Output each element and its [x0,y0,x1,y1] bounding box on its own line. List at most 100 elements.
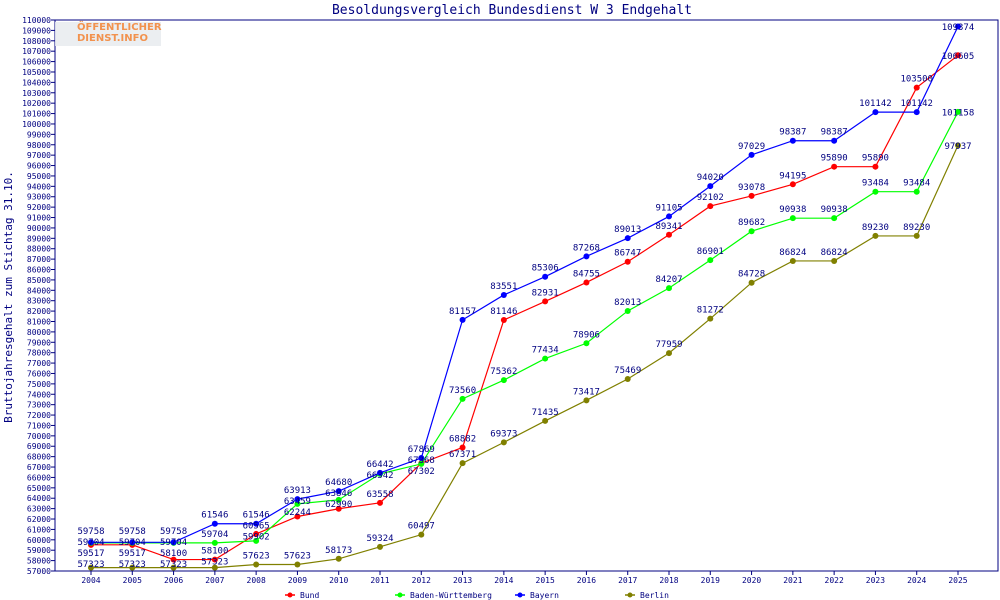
y-tick-label: 64000 [27,494,51,503]
data-label-berlin: 69373 [490,429,517,439]
data-label-baden-w-rttemberg: 73560 [449,386,476,396]
data-point-bund [583,279,590,286]
data-label-bayern: 98387 [779,128,806,138]
x-tick-label: 2007 [205,576,224,585]
data-point-berlin [253,561,260,568]
y-tick-label: 60000 [27,536,51,545]
series-line-bund [91,54,959,561]
data-label-bund: 82931 [532,288,559,298]
y-tick-label: 73000 [27,401,51,410]
data-point-bayern [294,496,301,503]
data-label-bayern: 59758 [77,527,104,537]
data-point-baden-w-rttemberg [542,355,549,362]
legend-label-baden-w-rttemberg: Baden-Württemberg [410,591,492,600]
data-label-bayern: 83551 [490,282,517,292]
y-tick-label: 72000 [27,411,51,420]
data-point-baden-w-rttemberg [459,395,466,402]
legend-label-berlin: Berlin [640,591,669,600]
y-tick-label: 82000 [27,307,51,316]
y-tick-label: 106000 [22,58,51,67]
x-tick-label: 2017 [618,576,637,585]
data-label-baden-w-rttemberg: 67302 [408,467,435,477]
data-point-bund [748,192,755,199]
data-point-baden-w-rttemberg [211,539,218,546]
data-label-bund: 103500 [900,75,933,85]
data-point-baden-w-rttemberg [624,307,631,314]
data-label-baden-w-rttemberg: 101158 [942,108,975,118]
data-point-berlin [831,257,838,264]
legend-marker-berlin [627,592,633,598]
data-point-berlin [872,232,879,239]
chart-title: Besoldungsvergleich Bundesdienst W 3 End… [332,3,692,18]
y-tick-label: 99000 [27,130,51,139]
x-tick-label: 2022 [825,576,844,585]
data-label-berlin: 71435 [532,408,559,418]
data-point-bayern [88,539,94,546]
data-label-bayern: 63913 [284,486,311,496]
y-tick-label: 104000 [22,78,51,87]
series-line-berlin [91,145,959,569]
data-point-bund [170,556,177,563]
series-line-bayern [91,26,959,543]
data-label-berlin: 84728 [738,270,765,280]
y-tick-label: 71000 [27,421,51,430]
y-tick-label: 69000 [27,442,51,451]
data-label-bund: 92102 [697,193,724,203]
data-label-berlin: 77959 [655,340,682,350]
data-label-berlin: 89230 [903,223,930,233]
y-tick-label: 103000 [22,89,51,98]
data-label-bund: 67368 [408,456,435,466]
data-label-bayern: 61546 [243,511,270,521]
plot-frame [54,19,999,572]
y-tick-label: 88000 [27,245,51,254]
x-tick-label: 2020 [742,576,761,585]
data-point-bayern [418,455,425,462]
data-label-berlin: 57323 [77,560,104,570]
data-label-bayern: 64680 [325,478,352,488]
data-point-bayern [377,469,383,476]
data-point-berlin [789,257,796,264]
logo: ÖFFENTLICHER DIENST.INFO [55,22,162,46]
data-point-bayern [583,253,590,260]
data-point-bayern [211,520,218,527]
data-label-bund: 86747 [614,249,641,259]
data-label-bund: 60565 [243,522,270,532]
x-tick-label: 2004 [81,576,100,585]
data-label-bund: 68882 [449,434,476,444]
data-label-baden-w-rttemberg: 90938 [821,205,848,215]
y-tick-label: 110000 [22,16,51,25]
data-label-baden-w-rttemberg: 93484 [862,179,889,189]
x-tick-label: 2024 [907,576,926,585]
data-point-berlin [459,460,466,467]
y-tick-label: 76000 [27,369,51,378]
data-label-baden-w-rttemberg: 78906 [573,330,600,340]
data-point-baden-w-rttemberg [500,377,507,384]
data-label-berlin: 57623 [284,552,311,562]
data-point-bayern [872,109,879,116]
x-tick-label: 2010 [329,576,348,585]
data-point-bund [707,203,714,210]
data-point-berlin [170,564,177,571]
data-point-baden-w-rttemberg [335,496,342,503]
data-label-bund: 95890 [862,154,889,164]
data-label-berlin: 57323 [160,560,187,570]
data-label-baden-w-rttemberg: 63459 [284,497,311,507]
x-tick-label: 2006 [164,576,183,585]
y-tick-label: 105000 [22,68,51,77]
data-point-bayern [666,213,672,220]
data-label-bund: 94195 [779,171,806,181]
data-label-berlin: 60497 [408,522,435,532]
data-label-bund: 59517 [119,549,146,559]
data-point-bayern [500,291,507,298]
data-point-baden-w-rttemberg [872,188,879,195]
data-point-bund [831,163,838,170]
data-point-baden-w-rttemberg [294,500,301,507]
data-label-berlin: 75469 [614,366,641,376]
data-point-bayern [253,520,260,527]
y-tick-label: 66000 [27,473,51,482]
y-tick-label: 96000 [27,162,51,171]
y-tick-label: 68000 [27,453,51,462]
data-label-bayern: 59758 [160,527,187,537]
data-point-bayern [707,183,714,190]
data-point-baden-w-rttemberg [789,215,796,222]
